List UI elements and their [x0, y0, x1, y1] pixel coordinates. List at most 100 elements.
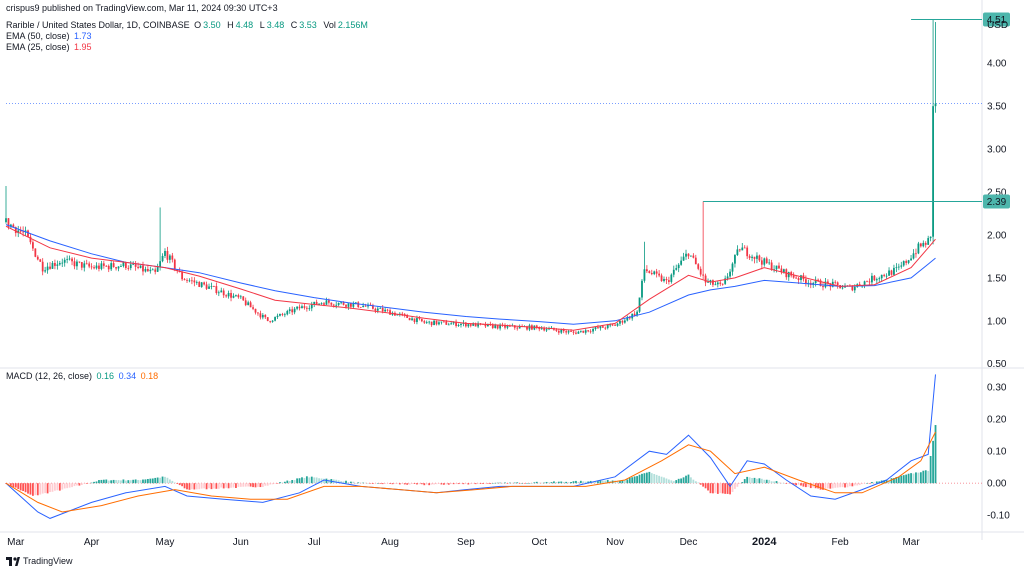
candle-body [386, 309, 389, 311]
candle-body [239, 296, 242, 298]
ohlc-open: O 3.50 [194, 20, 221, 30]
macd-histogram-bar [347, 482, 350, 484]
macd-histogram-bar [846, 483, 849, 488]
candle-body [161, 255, 164, 262]
candle-body [560, 329, 563, 333]
macd-histogram-bar [107, 480, 110, 484]
candle-body [227, 292, 230, 297]
candle-body [276, 315, 279, 318]
macd-histogram-bar [120, 480, 122, 484]
macd-histogram-bar [100, 479, 103, 484]
time-tick-label: Mar [7, 537, 25, 548]
candle-body [379, 307, 382, 309]
candle-body [215, 286, 218, 294]
macd-legend[interactable]: MACD (12, 26, close) 0.16 0.34 0.18 [6, 371, 159, 381]
candle-body [350, 303, 352, 307]
candle-body [156, 266, 159, 272]
macd-histogram-bar [63, 483, 66, 489]
candle-body [259, 313, 262, 318]
candle-body [844, 285, 846, 288]
macd-histogram-bar [751, 477, 753, 484]
macd-histogram-bar [408, 483, 411, 485]
candle-body [298, 306, 301, 309]
macd-histogram-bar [919, 472, 922, 484]
macd-histogram-bar [29, 483, 32, 495]
macd-histogram-bar [462, 483, 465, 485]
macd-histogram-bar [166, 477, 169, 484]
macd-histogram-bar [14, 483, 17, 488]
macd-histogram-bar [709, 483, 712, 494]
macd-histogram-bar [518, 483, 521, 484]
macd-histogram-bar [105, 479, 108, 484]
macd-histogram-bar [293, 480, 296, 484]
publisher-line: crispus9 published on TradingView.com, M… [6, 3, 278, 13]
candle-body [907, 260, 910, 263]
time-tick-label: 2024 [752, 536, 777, 548]
macd-histogram-bar [738, 483, 741, 484]
candle-body [310, 304, 313, 309]
macd-histogram-bar [406, 483, 409, 485]
ohlc-low: L 3.48 [259, 20, 285, 30]
macd-histogram-bar [900, 475, 903, 484]
macd-histogram-bar [217, 483, 220, 489]
candle-body [775, 265, 778, 270]
macd-histogram-bar [17, 483, 20, 489]
candle-body [893, 267, 895, 275]
macd-histogram-bar [305, 476, 308, 484]
candle-body [878, 278, 881, 280]
macd-tick-label: 0.30 [987, 383, 1007, 394]
macd-histogram-bar [208, 483, 210, 489]
macd-histogram-bar [474, 483, 477, 485]
macd-histogram-bar [494, 482, 497, 484]
candle-body [751, 256, 753, 258]
macd-histogram-bar [242, 483, 245, 487]
candle-body [137, 266, 139, 268]
candle-body [164, 250, 166, 256]
candle-body [117, 266, 120, 269]
candle-body [423, 321, 426, 323]
macd-histogram-bar [379, 483, 382, 484]
macd-histogram-bar [32, 483, 34, 496]
macd-histogram-bar [704, 483, 707, 489]
macd-histogram-bar [606, 479, 609, 484]
ema25-legend[interactable]: EMA (25, close) 1.95 [6, 42, 92, 52]
candle-body [915, 253, 917, 255]
macd-histogram-bar [178, 483, 181, 486]
candle-body [641, 280, 643, 298]
macd-histogram-bar [266, 483, 269, 486]
tradingview-footer[interactable]: TradingView [6, 556, 73, 566]
macd-histogram-bar [538, 482, 541, 484]
candle-body [736, 249, 739, 256]
candle-body [709, 280, 712, 282]
macd-histogram-bar [694, 481, 697, 484]
candle-body [98, 265, 100, 269]
macd-histogram-bar [567, 482, 570, 484]
macd-histogram-bar [550, 482, 553, 484]
ema50-legend[interactable]: EMA (50, close) 1.73 [6, 31, 92, 41]
macd-histogram-bar [374, 483, 377, 484]
currency-label: USD [987, 20, 1009, 31]
signal-line [5, 431, 936, 513]
macd-histogram-bar [826, 483, 829, 489]
macd-histogram-bar [161, 476, 164, 484]
macd-histogram-bar [391, 483, 394, 485]
candle-body [885, 275, 888, 277]
candle-body [176, 269, 179, 272]
candle-body [450, 323, 453, 325]
macd-histogram-bar [560, 481, 563, 484]
candle-body [626, 317, 629, 321]
macd-histogram-bar [286, 480, 289, 484]
time-tick-label: Jun [233, 537, 249, 548]
macd-histogram-bar [313, 477, 316, 484]
macd-histogram-bar [597, 481, 599, 484]
candle-body [261, 314, 264, 318]
macd-histogram-bar [78, 483, 81, 486]
candle-body [63, 259, 66, 263]
macd-histogram-bar [352, 481, 355, 484]
candle-body [540, 328, 543, 330]
price-level-badge [983, 194, 1010, 209]
candle-body [680, 260, 683, 265]
macd-histogram-bar [531, 483, 533, 484]
candle-body [46, 266, 49, 271]
candle-body [753, 256, 756, 259]
